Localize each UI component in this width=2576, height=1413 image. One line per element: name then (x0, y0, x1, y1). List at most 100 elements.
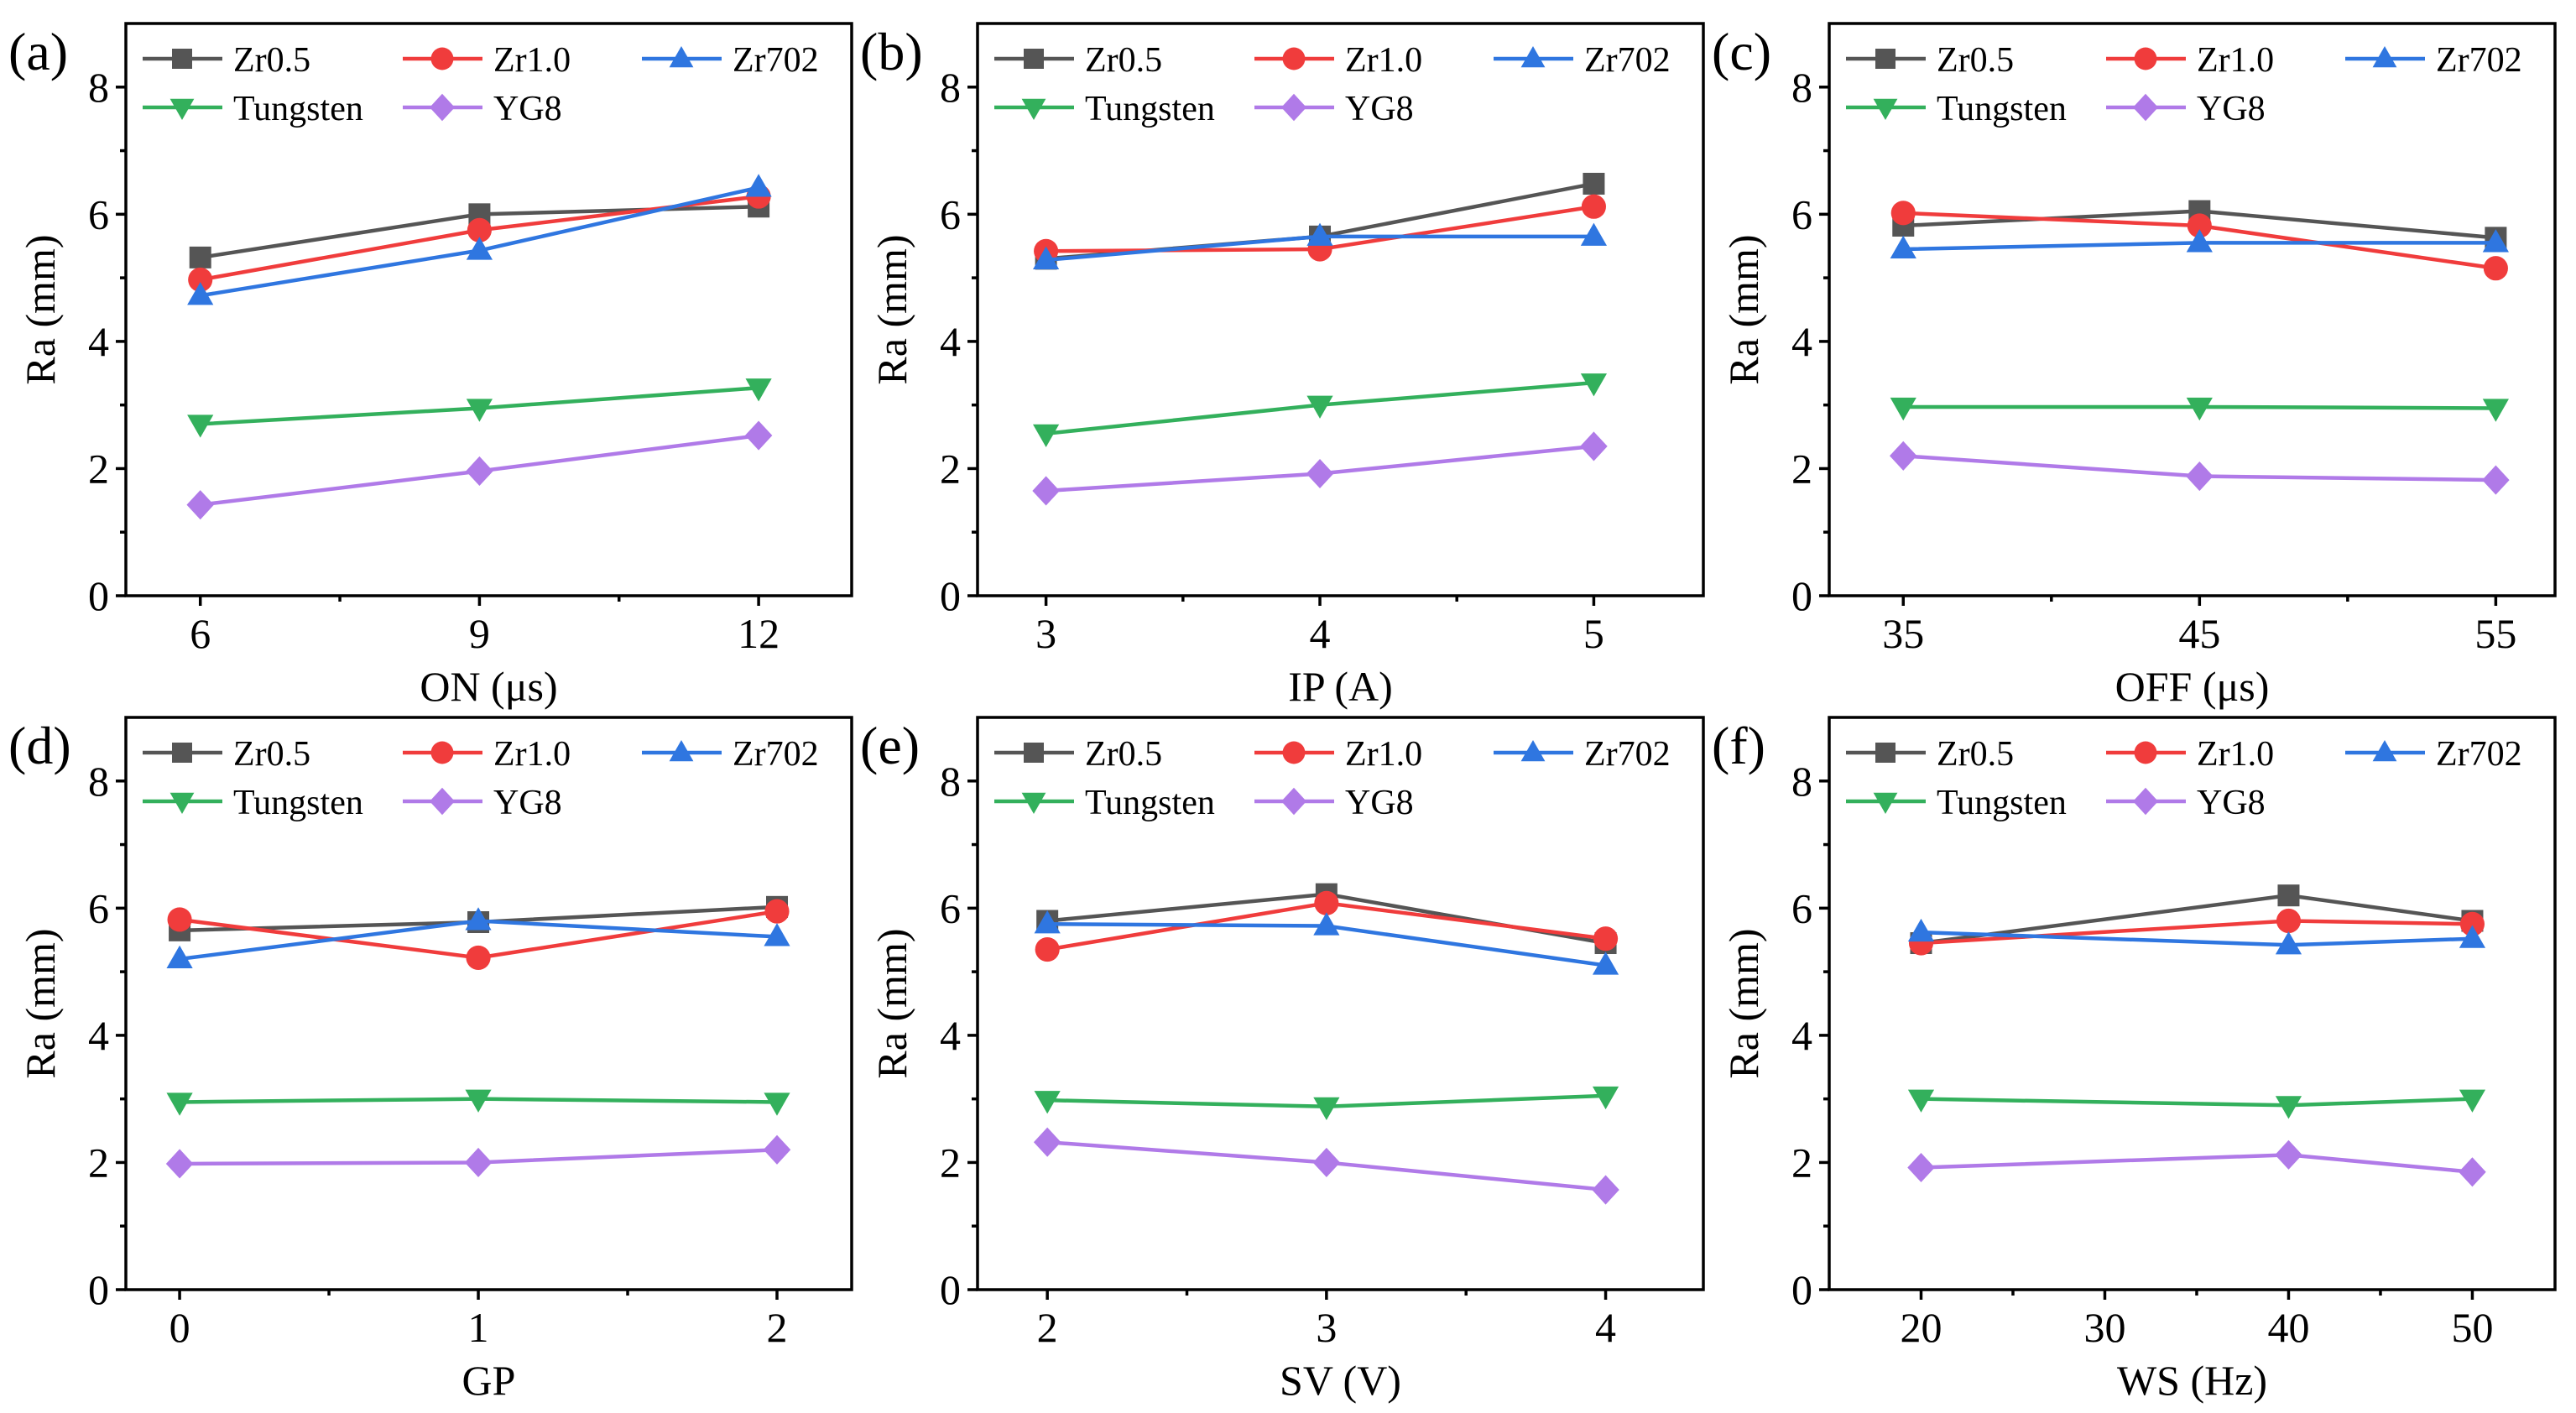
legend-item-tungsten: Tungsten (994, 784, 1215, 822)
data-point-zr702 (1907, 918, 1935, 942)
data-point-zr1.0 (2459, 911, 2485, 936)
y-tick-label: 4 (940, 318, 961, 365)
legend-label: Zr0.5 (1937, 735, 2014, 774)
legend-label: Zr702 (1584, 735, 1671, 774)
data-point-tungsten (2275, 1096, 2302, 1119)
data-point-yg8 (186, 490, 214, 520)
data-point-zr0.5 (1583, 172, 1605, 195)
legend-label: Zr702 (2436, 41, 2522, 80)
y-axis-title: Ra (mm) (868, 234, 915, 384)
data-point-zr1.0 (764, 899, 790, 924)
y-tick-label: 2 (940, 445, 961, 492)
legend-label: YG8 (2197, 90, 2266, 128)
data-point-zr702 (187, 282, 214, 305)
legend-item-zr702: Zr702 (1494, 735, 1671, 774)
legend-marker (1520, 46, 1546, 68)
legend-label: Zr702 (733, 735, 819, 774)
x-tick-label: 2 (1037, 1304, 1058, 1351)
data-point-zr1.0 (467, 217, 492, 242)
legend-item-zr0.5: Zr0.5 (143, 735, 310, 774)
data-point-tungsten (1033, 424, 1060, 448)
x-tick-label: 5 (1583, 610, 1604, 657)
legend-marker (2372, 740, 2397, 762)
legend-label: Zr702 (2436, 735, 2522, 774)
data-point-tungsten (1580, 373, 1608, 397)
x-tick-label: 40 (2267, 1304, 2309, 1351)
legend-marker (2134, 741, 2157, 764)
chart-panel-6: 0 2 4 6 8 20 30 40 50 WS (Hz) Ra (mm) (f) Zr0.5 Zr1.0… (1712, 716, 2557, 1404)
y-tick-label: 8 (88, 758, 109, 805)
y-tick-label: 0 (940, 1266, 961, 1313)
y-tick-label: 2 (940, 1139, 961, 1186)
legend-label: Zr1.0 (493, 41, 571, 80)
data-point-zr1.0 (466, 945, 491, 970)
x-axis-title: OFF (μs) (2115, 663, 2270, 710)
legend-item-zr0.5: Zr0.5 (994, 735, 1162, 774)
data-point-zr1.0 (2276, 908, 2302, 934)
legend-item-tungsten: Tungsten (143, 90, 363, 128)
legend-item-zr702: Zr702 (2345, 41, 2522, 80)
y-tick-label: 4 (1791, 318, 1812, 365)
legend-label: Tungsten (233, 784, 363, 822)
legend-marker (430, 741, 454, 764)
data-point-zr702 (1034, 910, 1061, 934)
data-point-zr702 (2186, 229, 2213, 253)
legend-item-zr702: Zr702 (2345, 735, 2522, 774)
y-tick-label: 2 (88, 445, 109, 492)
data-point-zr1.0 (167, 907, 192, 932)
series-line-tungsten (1921, 1097, 2473, 1108)
chart-panel-2: 0 2 4 6 8 3 4 5 IP (A) Ra (mm) (b) Zr0.5 Zr1.0 Zr702 T… (860, 22, 1705, 710)
legend-item-zr0.5: Zr0.5 (1846, 41, 2014, 80)
y-tick-label: 0 (1791, 1266, 1812, 1313)
y-tick-label: 8 (1791, 758, 1812, 805)
legend-item-zr702: Zr702 (642, 41, 819, 80)
data-point-zr1.0 (1581, 194, 1606, 219)
legend-label: Tungsten (233, 90, 363, 128)
data-point-zr1.0 (2187, 213, 2212, 238)
y-tick-label: 8 (1791, 64, 1812, 111)
y-axis-title: Ra (mm) (1720, 928, 1767, 1078)
data-point-zr702 (745, 174, 772, 197)
legend-marker (430, 47, 454, 70)
x-tick-label: 20 (1900, 1304, 1942, 1351)
x-axis-title: GP (462, 1357, 516, 1404)
legend-item-yg8: YG8 (403, 90, 562, 128)
y-tick-label: 0 (1791, 572, 1812, 619)
legend-marker (1873, 792, 1898, 814)
legend-label: Zr0.5 (233, 41, 310, 80)
legend-label: Zr0.5 (1085, 41, 1162, 80)
data-point-tungsten (1592, 1086, 1619, 1110)
x-tick-label: 1 (468, 1304, 489, 1351)
legend-label: Zr1.0 (1345, 41, 1422, 80)
y-tick-label: 8 (88, 64, 109, 111)
x-tick-label: 4 (1310, 610, 1331, 657)
data-point-zr702 (1313, 912, 1340, 936)
panel-label: (c) (1712, 22, 1771, 81)
x-axis-title: ON (μs) (420, 663, 557, 710)
data-point-zr1.0 (2483, 256, 2508, 281)
legend-label: Zr702 (1584, 41, 1671, 80)
data-point-tungsten (166, 1092, 193, 1116)
panel-label: (a) (8, 22, 68, 81)
legend-label: Zr702 (733, 41, 819, 80)
data-point-zr702 (2459, 925, 2486, 948)
data-point-tungsten (1306, 395, 1333, 419)
x-tick-label: 0 (169, 1304, 190, 1351)
data-point-yg8 (1032, 476, 1060, 506)
legend-item-zr1.0: Zr1.0 (1254, 735, 1422, 774)
data-point-tungsten (187, 415, 214, 438)
legend-item-yg8: YG8 (1254, 90, 1414, 128)
data-point-tungsten (466, 399, 493, 422)
legend-item-zr702: Zr702 (1494, 41, 1671, 80)
legend-marker (2133, 787, 2158, 816)
data-point-yg8 (1592, 1175, 1619, 1205)
legend-item-zr1.0: Zr1.0 (403, 41, 571, 80)
y-axis-title: Ra (mm) (868, 928, 915, 1078)
y-tick-label: 6 (940, 190, 961, 237)
legend-item-tungsten: Tungsten (994, 90, 1215, 128)
legend-marker (1021, 792, 1046, 814)
legend-marker (1873, 98, 1898, 120)
data-point-yg8 (1033, 1127, 1061, 1157)
x-tick-label: 45 (2178, 610, 2220, 657)
